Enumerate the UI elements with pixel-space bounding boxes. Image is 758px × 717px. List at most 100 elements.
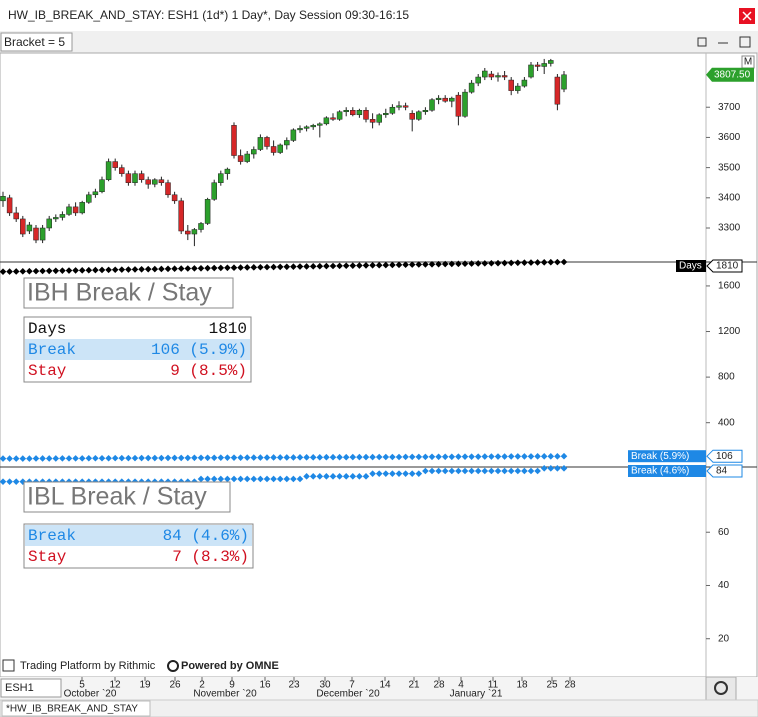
series-diamond xyxy=(560,452,568,460)
series-diamond xyxy=(224,475,231,483)
series-diamond xyxy=(230,264,238,271)
series-diamond xyxy=(12,478,20,485)
last-price-label: 3807.50 xyxy=(714,69,751,80)
series-diamond xyxy=(12,455,20,462)
series-diamond xyxy=(98,266,106,274)
series-diamond xyxy=(514,259,522,267)
series-diamond xyxy=(296,475,304,483)
title-bar xyxy=(0,0,758,31)
y-tick-label: 3500 xyxy=(718,162,741,173)
series-diamond xyxy=(224,264,231,272)
candle-body xyxy=(482,70,488,78)
series-diamond xyxy=(435,453,442,461)
candle-body xyxy=(185,230,191,235)
series-diamond xyxy=(303,473,310,480)
series-diamond xyxy=(164,265,172,273)
candle-body xyxy=(515,85,521,91)
close-icon xyxy=(742,11,752,21)
series-diamond xyxy=(191,265,198,272)
maximize-icon[interactable] xyxy=(739,36,751,48)
series-diamond xyxy=(217,264,225,272)
row-value: 1810 xyxy=(209,320,247,338)
series-diamond xyxy=(441,260,449,268)
series-diamond xyxy=(125,266,132,273)
restore-icon[interactable] xyxy=(697,37,707,47)
candle-body xyxy=(198,223,204,230)
candle-body xyxy=(264,137,270,147)
panel-title: IBL Break / Stay xyxy=(27,483,207,511)
series-diamond xyxy=(39,267,46,275)
candle-body xyxy=(112,161,118,168)
series-diamond xyxy=(441,453,449,461)
series-diamond xyxy=(474,467,482,475)
series-diamond xyxy=(72,455,79,462)
series-diamond xyxy=(336,262,343,270)
series-diamond xyxy=(560,258,568,266)
series-name-label: Break (4.6%) xyxy=(631,466,689,477)
series-diamond xyxy=(514,467,522,475)
candle-body xyxy=(237,155,244,162)
series-diamond xyxy=(158,454,165,462)
series-diamond xyxy=(144,454,152,462)
series-diamond xyxy=(19,478,27,485)
series-diamond xyxy=(6,455,13,462)
day-label: 19 xyxy=(139,680,151,691)
series-diamond xyxy=(184,265,192,272)
series-diamond xyxy=(204,454,211,462)
series-diamond xyxy=(488,259,495,267)
candle-body xyxy=(356,110,363,116)
series-diamond xyxy=(92,266,99,274)
day-label: 5 xyxy=(79,680,85,691)
series-diamond xyxy=(461,453,469,460)
day-label: 18 xyxy=(516,680,528,691)
series-diamond xyxy=(59,455,66,462)
candle-body xyxy=(257,137,264,150)
series-diamond xyxy=(342,473,350,480)
series-diamond xyxy=(0,478,7,485)
series-diamond xyxy=(521,467,528,475)
candle-body xyxy=(416,111,422,120)
candle-body xyxy=(449,97,455,102)
series-diamond xyxy=(540,453,548,460)
symbol-box[interactable] xyxy=(0,678,62,698)
symbol-label: ESH1 xyxy=(5,682,34,694)
series-diamond xyxy=(441,467,449,475)
series-diamond xyxy=(39,455,46,462)
series-diamond xyxy=(283,475,291,483)
bracket-box[interactable] xyxy=(0,32,73,52)
series-diamond xyxy=(290,454,297,461)
series-diamond xyxy=(290,475,297,483)
candle-body xyxy=(521,79,528,87)
series-diamond xyxy=(455,260,462,268)
series-diamond xyxy=(369,453,376,461)
candle-body xyxy=(46,218,52,229)
series-diamond xyxy=(197,264,205,272)
date-axis xyxy=(0,677,758,700)
refresh-icon xyxy=(714,681,728,695)
series-diamond xyxy=(547,465,555,472)
month-label: October `20 xyxy=(64,688,117,700)
refresh-button[interactable] xyxy=(705,676,737,701)
series-diamond xyxy=(210,264,218,272)
row-value: 7 (8.3%) xyxy=(172,548,249,566)
series-diamond xyxy=(507,259,515,267)
series-diamond xyxy=(309,454,317,461)
y-tick-label: 1200 xyxy=(718,326,741,337)
series-diamond xyxy=(501,259,508,267)
candle-body xyxy=(270,146,277,153)
series-diamond xyxy=(336,473,343,480)
candle-body xyxy=(125,173,132,183)
candle-body xyxy=(145,179,151,185)
series-diamond xyxy=(514,453,522,460)
series-diamond xyxy=(428,453,436,461)
series-diamond xyxy=(243,454,251,461)
series-diamond xyxy=(263,263,271,271)
series-diamond xyxy=(118,266,126,273)
series-diamond xyxy=(395,453,403,461)
series-diamond xyxy=(402,470,409,477)
row-label: Days xyxy=(28,320,66,338)
tab[interactable] xyxy=(1,700,151,717)
candle-body xyxy=(336,111,343,120)
series-diamond xyxy=(540,465,548,472)
